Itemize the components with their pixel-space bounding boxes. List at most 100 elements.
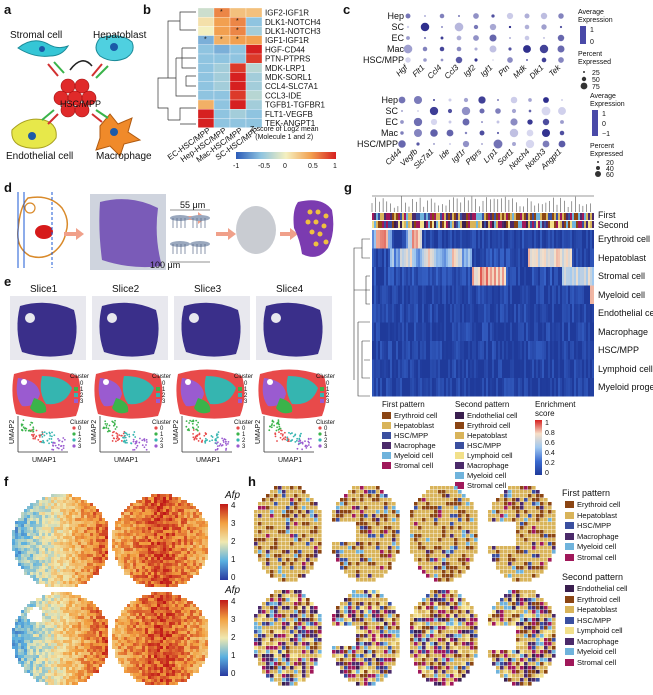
afp-spot [48,539,51,542]
afp-spot [78,560,81,563]
g-heat-cell [476,285,478,304]
afp-spot [33,658,36,661]
afp-spot [105,557,108,560]
afp-spot [99,554,102,557]
afp-spot [42,521,45,524]
g-heat-cell [502,341,504,360]
afp-spot [193,610,196,613]
afp-spot [36,500,39,503]
dot-mark [462,140,470,148]
afp-spot [169,622,172,625]
afp-spot [75,566,78,569]
g-heat-cell [492,230,494,249]
afp-spot [178,616,181,619]
afp-spot [42,581,45,584]
g-heat-cell [568,267,570,286]
g-heat-cell [372,267,374,286]
afp-spot [90,628,93,631]
afp-spot [72,658,75,661]
afp-spot [169,673,172,676]
afp-spot [66,625,69,628]
afp-spot [99,512,102,515]
afp-spot [145,536,148,539]
afp-spot [193,560,196,563]
afp-spot [54,494,57,497]
afp-spot [72,509,75,512]
afp-spot [112,640,115,643]
g-heat-cell [496,248,498,267]
afp-spot [154,530,157,533]
afp-spot [187,575,190,578]
afp-spot [42,631,45,634]
afp-spot [187,539,190,542]
g-heat-cell [504,285,506,304]
g-heat-cell [568,322,570,341]
afp-spot [93,628,96,631]
g-heat-cell [544,322,546,341]
afp-spot [166,578,169,581]
g-heat-cell [508,230,510,249]
afp-spot [81,518,84,521]
afp-spot [187,652,190,655]
afp-spot [160,545,163,548]
g-heat-cell [478,267,480,286]
afp-spot [81,512,84,515]
afp-spot [90,622,93,625]
afp-spot [36,569,39,572]
afp-spot [27,661,30,664]
afp-spot [154,506,157,509]
g-heat-cell [448,322,450,341]
g-heat-cell [498,285,500,304]
g-heat-cell [514,285,516,304]
afp-spot [24,646,27,649]
afp-spot [139,634,142,637]
afp-spot [72,578,75,581]
g-second-annot [456,221,458,228]
afp-spot [84,613,87,616]
g-heat-cell [526,304,528,323]
afp-spot [90,664,93,667]
dot-mark [405,57,411,63]
g-heat-cell [558,285,560,304]
afp-spot [157,578,160,581]
afp-spot [139,646,142,649]
afp-spot [75,506,78,509]
afp-spot [181,533,184,536]
afp-spot [51,575,54,578]
afp-spot [63,607,66,610]
afp-spot [48,682,51,685]
afp-spot [175,613,178,616]
g-heat-cell [408,341,410,360]
afp-spot [45,625,48,628]
afp-spot [154,509,157,512]
afp-spot [15,527,18,530]
afp-spot [172,625,175,628]
dot-mark [400,131,404,135]
afp-spot [136,545,139,548]
afp-spot [42,500,45,503]
g-heat-cell [560,248,562,267]
afp-spot [72,557,75,560]
afp-spot [15,557,18,560]
afp-spot [75,539,78,542]
dendro-path [157,11,196,125]
afp-spot [87,619,90,622]
afp-spot [66,664,69,667]
afp-spot [187,649,190,652]
g-heat-cell [584,304,586,323]
afp-spot [96,652,99,655]
afp-spot [27,640,30,643]
afp-spot [190,536,193,539]
g-first-annot [390,213,392,220]
afp-spot [60,610,63,613]
umap-point [118,434,121,437]
cluster-legend-label: 0 [80,381,84,387]
g-heat-cell [542,322,544,341]
afp-spot [30,664,33,667]
g-heat-cell [416,248,418,267]
afp-spot [24,518,27,521]
afp-spot [154,539,157,542]
afp-spot [18,548,21,551]
afp-spot [172,530,175,533]
afp-spot [87,506,90,509]
